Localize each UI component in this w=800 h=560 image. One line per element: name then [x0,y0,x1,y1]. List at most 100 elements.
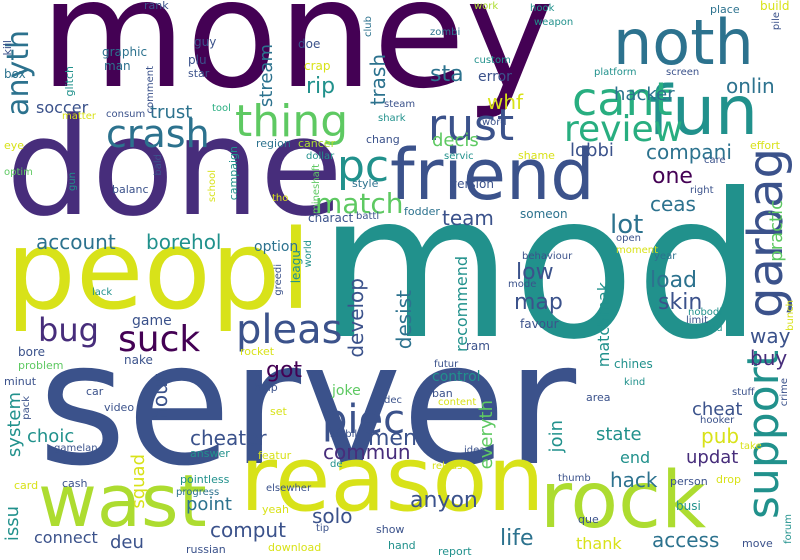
word-bald: balanc [112,183,149,196]
word-cant: cant [572,72,673,126]
word-ban: chines [614,357,653,371]
word-deu: deu [110,532,144,553]
word-take: featur [258,449,292,462]
word-join: join [546,420,567,453]
word-move: download [268,541,322,554]
word-hooker: area [586,391,611,404]
word-option: game [132,313,172,329]
word-word: chang [366,133,400,146]
word-matter: comment [145,66,156,114]
word-joke: option [254,239,299,255]
word-cancer: region [256,137,291,150]
word-elsewher: progress [176,487,220,498]
word-cash: card [14,479,39,492]
word-progress: pointless [180,473,230,486]
word-answer: de [330,459,343,470]
word-pointless: cash [62,477,88,490]
word-content: dec [384,395,402,406]
word-practic: practic [766,200,787,262]
word-one: one [652,164,693,189]
word-forum: move [742,537,773,550]
word-low: low [516,260,554,285]
word-charact: right [690,185,714,196]
word-set: video [104,401,135,414]
word-guy: man [104,59,131,73]
word-rate: forum [783,514,794,544]
word-crash: crash [106,112,210,156]
word-gamelan: crime [779,378,790,407]
word-que: busi [676,499,701,513]
word-access: access [652,528,720,552]
word-someon: battl [356,211,380,222]
word-build: place [710,3,740,16]
word-hook: work [474,1,499,12]
word-graphic: glitch [63,66,76,97]
word-shark: steam [384,99,416,110]
word-updat: updat [686,447,739,468]
word-busi: yeah [262,503,289,516]
word-rust: rust [428,100,515,151]
word-cheater: cheater [190,426,267,450]
word-error: error [478,69,512,85]
word-matchmak: matchmak [594,282,613,368]
word-comment: screen [666,67,700,78]
word-stabil: gamelan [54,443,98,454]
word-account: account [36,230,116,254]
word-consum: matter [62,111,96,122]
word-hour: hour [148,374,172,420]
word-friend: friend [390,134,595,216]
word-place: weapon [534,17,574,28]
word-work: zombi [430,27,461,38]
word-world: leagu [289,250,303,284]
word-screen: platform [594,67,637,78]
word-squad: squad [128,454,149,509]
word-effort: care [704,155,726,166]
word-steam: dollar [306,151,335,162]
word-thumb: releas [432,461,463,472]
word-rock: rock [540,456,707,546]
word-car: minut [4,375,37,388]
word-box: control [432,369,481,385]
word-right: version [450,177,494,191]
word-chines: futur [434,359,459,370]
word-school: bald [153,154,164,176]
word-person: thumb [558,473,591,484]
word-minut: stuff [732,387,755,398]
word-campaign: school [207,170,218,203]
word-recommend: recommend [452,256,471,352]
word-life: life [500,526,534,551]
word-control: joke [332,383,361,399]
word-stream: stream [256,44,277,108]
word-servic: word [482,117,507,128]
word-buy: buy [750,346,788,370]
word-fodder: someon [520,207,568,221]
word-bug: bug [38,311,99,349]
word-load: load [650,268,698,293]
word-behaviour: world [303,240,314,268]
word-show: tip [316,523,330,534]
word-wast: wast [38,459,207,543]
word-greedi: year [654,251,677,262]
word-pack: help [254,381,278,394]
word-limit: nobodi [688,307,723,318]
word-card: drop [716,473,741,486]
word-style: tho [272,193,289,204]
word-ceas: ceas [650,192,696,216]
word-refund: limit [686,315,708,326]
word-chang: shark [378,113,406,124]
word-gun: optim [4,167,33,178]
word-hack: hack [610,468,658,492]
word-tip: que [578,513,599,526]
word-version: style [352,177,379,190]
word-hand: show [376,523,405,536]
word-care: shame [518,149,555,162]
word-compani: compani [646,140,732,164]
word-soccer: soccer [36,98,89,117]
word-hacker: hacker [614,84,675,105]
word-open: fodder [404,205,440,218]
word-kind: ban [432,387,453,400]
word-favour: lack [92,287,113,298]
word-mod: mod [318,151,763,384]
word-problem: bore [18,345,46,359]
